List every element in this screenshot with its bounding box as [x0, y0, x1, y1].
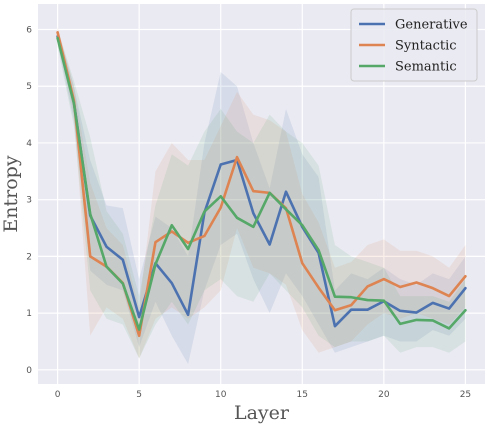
grid-lines [38, 4, 485, 384]
x-tick-label: 25 [460, 390, 471, 400]
legend-label-generative: Generative [395, 18, 468, 33]
generative-band [57, 29, 466, 365]
y-tick-label: 3 [26, 196, 32, 206]
generative-line [56, 35, 467, 328]
y-tick-label: 4 [26, 139, 32, 149]
x-tick-label: 20 [378, 390, 390, 400]
legend-box [350, 8, 478, 82]
semantic-band [57, 29, 466, 359]
x-tick-label: 15 [297, 390, 308, 400]
semantic-line [56, 36, 467, 331]
series-lines [56, 31, 467, 338]
y-tick-label: 5 [26, 82, 32, 92]
legend-label-semantic: Semantic [395, 60, 457, 75]
y-tick-label: 0 [26, 366, 32, 376]
x-tick-label: 5 [136, 390, 142, 400]
legend: Generative Syntactic Semantic [350, 8, 478, 82]
x-tick-label: 0 [55, 390, 61, 400]
x-tick-labels: 0 5 10 15 20 25 [55, 390, 471, 400]
y-tick-label: 2 [26, 252, 32, 262]
x-tick-label: 10 [215, 390, 227, 400]
y-tick-label: 6 [26, 26, 32, 36]
y-axis-label: Entropy [0, 155, 22, 232]
y-tick-label: 1 [26, 309, 32, 319]
legend-label-syntactic: Syntactic [395, 39, 457, 54]
x-axis-label: Layer [234, 402, 290, 424]
y-tick-labels: 0 1 2 3 4 5 6 [26, 26, 32, 376]
